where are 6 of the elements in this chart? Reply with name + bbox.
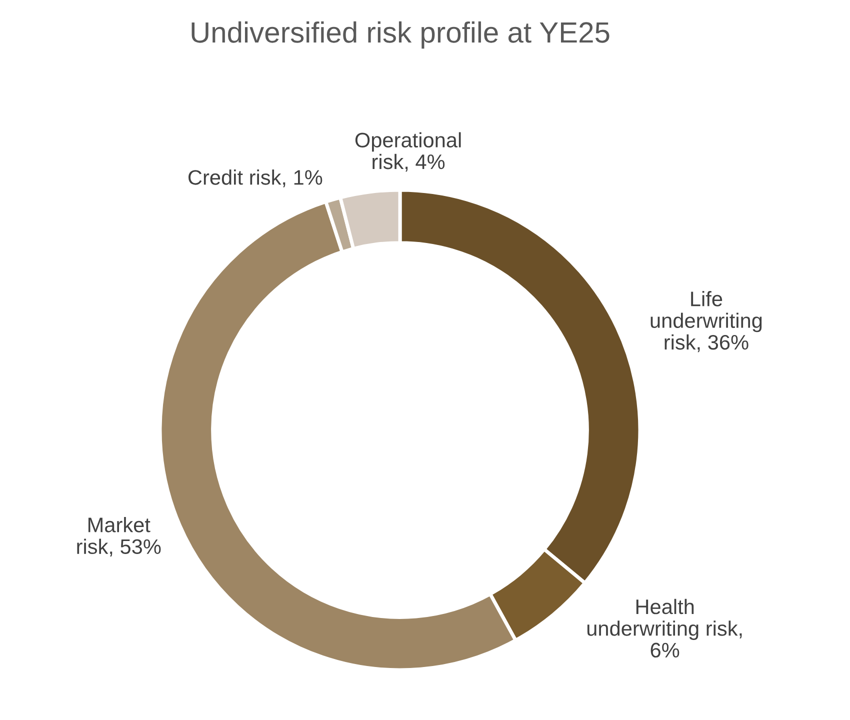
- slice-label: Operational risk, 4%: [355, 132, 461, 172]
- slice-label: Market risk, 53%: [77, 517, 161, 556]
- slice-label: Life underwriting risk, 36%: [650, 291, 762, 352]
- slice-label: Health underwriting risk, 6%: [587, 598, 742, 658]
- slice-label: Credit risk, 1%: [188, 170, 322, 188]
- chart-title: Undiversified risk profile at YE25: [192, 21, 610, 49]
